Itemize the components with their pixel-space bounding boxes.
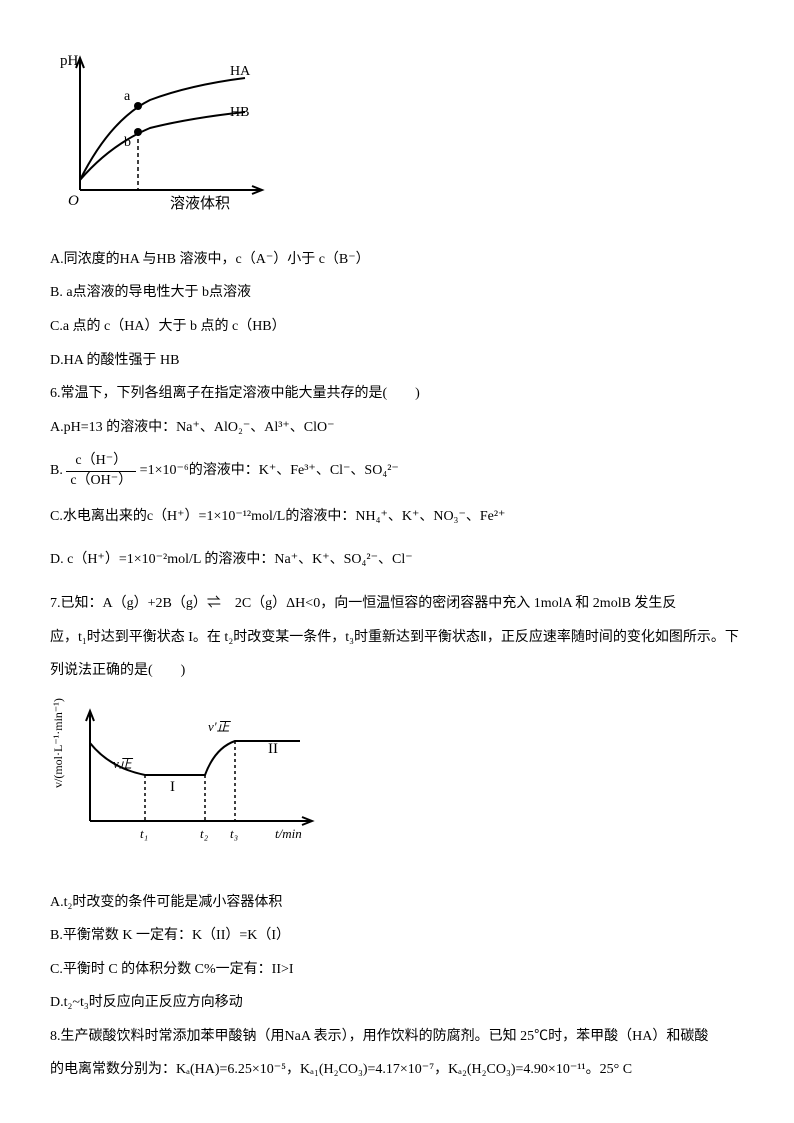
chart-ph-volume: pH HA HB a b O 溶液体积 xyxy=(50,40,744,233)
chart2-region-1: I xyxy=(170,779,175,795)
chart1-hb-label: HB xyxy=(230,105,249,120)
chart1-ylabel: pH xyxy=(60,53,79,69)
q6-b-suffix: =1×10⁻⁶的溶液中：K⁺、Fe³⁺、Cl⁻、SO₄²⁻ xyxy=(140,463,399,478)
q6-option-b: B. c（H⁻） c（OH⁻） =1×10⁻⁶的溶液中：K⁺、Fe³⁺、Cl⁻、… xyxy=(50,452,744,489)
q6-option-a: A.pH=13 的溶液中：Na⁺、AlO₂⁻、Al³⁺、ClO⁻ xyxy=(50,411,744,445)
chart2-v2: v'正 xyxy=(208,719,232,734)
chart2-t2: t₂ xyxy=(200,826,209,841)
chart1-xlabel: 溶液体积 xyxy=(170,195,230,212)
chart2-xlabel: t/min xyxy=(275,826,302,841)
chart1-ha-label: HA xyxy=(230,64,251,79)
q7-option-b: B.平衡常数 K 一定有：K（II）=K（I） xyxy=(50,919,744,953)
chart-rate-time: v正 v'正 I II t₁ t₂ t₃ t/min v/(mol·L⁻¹·mi… xyxy=(50,693,744,876)
chart1-svg: pH HA HB a b O 溶液体积 xyxy=(50,40,270,220)
q6-option-d: D. c（H⁺）=1×10⁻²mol/L 的溶液中：Na⁺、K⁺、SO₄²⁻、C… xyxy=(50,543,744,577)
chart2-t3: t₃ xyxy=(230,826,238,841)
chart1-point-b: b xyxy=(124,135,131,150)
q5-option-d: D.HA 的酸性强于 HB xyxy=(50,344,744,378)
q7-option-a: A.t₂时改变的条件可能是减小容器体积 xyxy=(50,886,744,920)
chart1-origin: O xyxy=(68,193,79,209)
chart2-v1: v正 xyxy=(113,756,134,771)
q8-line1: 8.生产碳酸饮料时常添加苯甲酸钠（用NaA 表示），用作饮料的防腐剂。已知 25… xyxy=(50,1020,744,1054)
q6-b-fraction: c（H⁻） c（OH⁻） xyxy=(66,452,136,489)
q6-option-c: C.水电离出来的c（H⁺）=1×10⁻¹²mol/L的溶液中：NH₄⁺、K⁺、N… xyxy=(50,500,744,534)
chart1-point-a: a xyxy=(124,89,131,104)
chart2-ylabel: v/(mol·L⁻¹·min⁻¹) xyxy=(51,698,65,788)
q6-b-prefix: B. xyxy=(50,463,66,478)
chart2-region-2: II xyxy=(268,741,278,757)
q6-stem: 6.常温下，下列各组离子在指定溶液中能大量共存的是( ) xyxy=(50,377,744,411)
chart2-svg: v正 v'正 I II t₁ t₂ t₃ t/min v/(mol·L⁻¹·mi… xyxy=(50,693,330,863)
q6-b-frac-den: c（OH⁻） xyxy=(66,472,136,490)
q6-b-frac-num: c（H⁻） xyxy=(66,452,136,471)
q5-option-a: A.同浓度的HA 与HB 溶液中，c（A⁻）小于 c（B⁻） xyxy=(50,243,744,277)
q7-option-d: D.t₂~t₃时反应向正反应方向移动 xyxy=(50,986,744,1020)
chart2-t1: t₁ xyxy=(140,826,148,841)
q8-line2: 的电离常数分别为：Kₐ(HA)=6.25×10⁻⁵，Kₐ₁(H₂CO₃)=4.1… xyxy=(50,1053,744,1087)
q7-stem-2: 应，t₁时达到平衡状态 I。在 t₂时改变某一条件，t₃时重新达到平衡状态Ⅱ，正… xyxy=(50,621,744,688)
q5-option-b: B. a点溶液的导电性大于 b点溶液 xyxy=(50,276,744,310)
q7-stem-1: 7.已知：A（g）+2B（g）⇌ 2C（g）ΔH<0，向一恒温恒容的密闭容器中充… xyxy=(50,587,744,621)
q7-option-c: C.平衡时 C 的体积分数 C%一定有：II>I xyxy=(50,953,744,987)
q5-option-c: C.a 点的 c（HA）大于 b 点的 c（HB） xyxy=(50,310,744,344)
